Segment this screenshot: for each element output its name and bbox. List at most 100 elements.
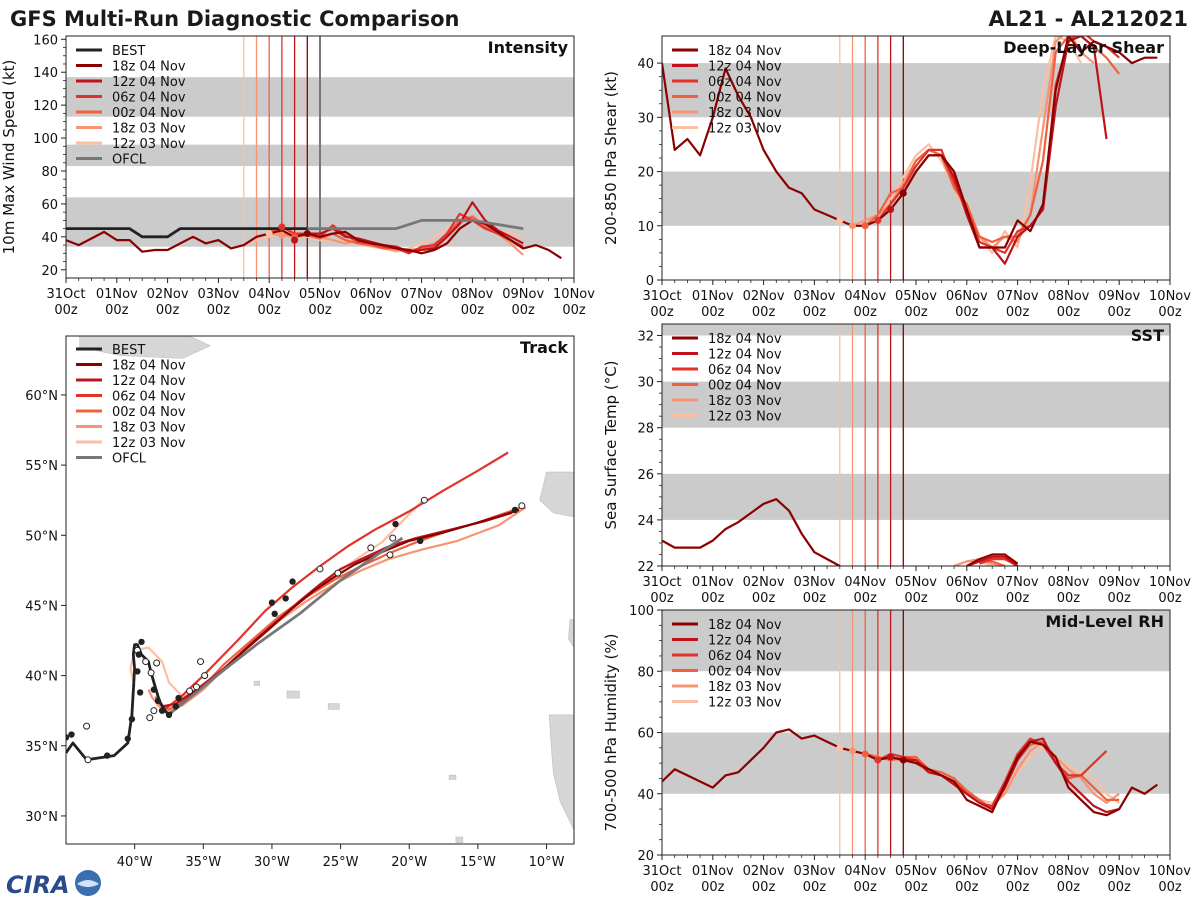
sst-legend-label: 18z 03 Nov	[708, 394, 782, 409]
intensity-legend-label: 12z 03 Nov	[112, 137, 186, 152]
track-legend-label: 12z 04 Nov	[112, 374, 186, 389]
rh-xtick-day: 06Nov	[946, 864, 988, 879]
track-open-point	[146, 714, 154, 722]
landmass	[327, 703, 340, 710]
rh-xtick-day: 10Nov	[1149, 864, 1191, 879]
intensity-ytick-label: 140	[33, 66, 58, 81]
intensity-xtick-hour: 00z	[308, 303, 332, 318]
rh-xtick-day: 04Nov	[844, 864, 886, 879]
rh-xtick-hour: 00z	[1006, 880, 1030, 895]
shear-ytick-label: 20	[637, 166, 654, 181]
track-open-point	[201, 672, 209, 680]
intensity-series-06z-04-nov	[281, 212, 524, 255]
track-filled-point	[289, 578, 296, 585]
sst-ylabel: Sea Surface Temp (°C)	[602, 360, 620, 529]
shear-ylabel: 200-850 hPa Shear (kt)	[602, 71, 620, 245]
shear-xtick-day: 09Nov	[1098, 289, 1140, 304]
shear-legend-label: 18z 03 Nov	[708, 106, 782, 121]
sst-ytick-label: 26	[637, 468, 654, 483]
rh-init-marker	[836, 744, 844, 752]
shear-xtick-day: 05Nov	[895, 289, 937, 304]
track-filled-point	[417, 537, 424, 545]
rh-xtick-hour: 00z	[650, 880, 674, 895]
rh-xtick-day: 01Nov	[692, 864, 734, 879]
rh-legend-label: 18z 03 Nov	[708, 680, 782, 695]
track-series-12z-03-nov	[129, 499, 424, 698]
rh-xtick-day: 31Oct	[642, 864, 681, 879]
sst-legend-label: 12z 04 Nov	[708, 348, 782, 363]
landmass	[539, 471, 574, 518]
intensity-xtick-day: 31Oct	[46, 287, 85, 302]
intensity-init-marker	[265, 230, 273, 238]
intensity-init-marker	[278, 223, 286, 231]
track-filled-point	[128, 715, 136, 723]
track-legend-label: 06z 04 Nov	[112, 390, 186, 405]
track-open-point	[147, 669, 155, 677]
shear-xtick-hour: 00z	[650, 305, 674, 320]
track-series-18z-03-nov	[147, 506, 527, 712]
cira-logo-text: CIRA	[6, 871, 70, 899]
shear-legend-label: 12z 04 Nov	[708, 60, 782, 75]
rh-legend-label: 12z 03 Nov	[708, 696, 782, 711]
intensity-xtick-hour: 00z	[54, 303, 78, 318]
track-xtick-label: 40°W	[117, 855, 153, 870]
landmass	[568, 619, 574, 649]
track-open-point	[316, 565, 324, 573]
intensity-xtick-hour: 00z	[207, 303, 231, 318]
sst-xtick-hour: 00z	[904, 591, 928, 606]
intensity-xtick-hour: 00z	[359, 303, 383, 318]
intensity-xtick-hour: 00z	[156, 303, 180, 318]
intensity-ytick-label: 120	[33, 99, 58, 114]
landmass	[286, 690, 300, 699]
intensity-xtick-day: 04Nov	[248, 287, 290, 302]
track-legend-label: BEST	[112, 343, 145, 358]
rh-init-marker	[861, 750, 869, 758]
shear-panel-title: Deep-Layer Shear	[1003, 38, 1164, 57]
sst-ytick-label: 22	[637, 560, 654, 575]
sst-series-18z-04-nov	[662, 498, 841, 566]
rh-ytick-label: 80	[637, 665, 654, 680]
sst-xtick-hour: 00z	[1006, 591, 1030, 606]
shear-ytick-label: 40	[637, 57, 654, 72]
sst-series-12z-04-nov	[966, 555, 1019, 566]
track-open-point	[197, 658, 205, 666]
shear-xtick-day: 10Nov	[1149, 289, 1191, 304]
intensity-legend-label: BEST	[112, 44, 145, 59]
sst-xtick-hour: 00z	[803, 591, 827, 606]
sst-xtick-day: 09Nov	[1098, 575, 1140, 590]
track-open-point	[518, 502, 526, 510]
sst-xtick-hour: 00z	[955, 591, 979, 606]
shear-xtick-hour: 00z	[1006, 305, 1030, 320]
intensity-init-marker	[303, 230, 311, 238]
shear-xtick-hour: 00z	[752, 305, 776, 320]
rh-ytick-label: 40	[637, 788, 654, 803]
track-open-point	[153, 659, 161, 667]
sst-xtick-day: 01Nov	[692, 575, 734, 590]
shear-xtick-day: 02Nov	[743, 289, 785, 304]
intensity-init-marker	[278, 231, 286, 239]
track-ytick-label: 60°N	[25, 389, 58, 404]
rh-xtick-day: 02Nov	[743, 864, 785, 879]
track-xtick-label: 20°W	[391, 855, 427, 870]
track-legend-label: 12z 03 Nov	[112, 436, 186, 451]
intensity-legend-label: 00z 04 Nov	[112, 106, 186, 121]
intensity-legend-label: 12z 04 Nov	[112, 75, 186, 90]
shear-xtick-day: 07Nov	[997, 289, 1039, 304]
intensity-legend-label: OFCL	[112, 153, 147, 168]
track-panel-title: Track	[520, 338, 568, 357]
shear-xtick-hour: 00z	[1057, 305, 1081, 320]
intensity-ytick-label: 160	[33, 33, 58, 48]
sst-legend-label: 18z 04 Nov	[708, 332, 782, 347]
rh-panel-title: Mid-Level RH	[1045, 612, 1164, 631]
sst-xtick-day: 02Nov	[743, 575, 785, 590]
track-xtick-label: 10°W	[529, 855, 565, 870]
intensity-xtick-hour: 00z	[105, 303, 129, 318]
rh-legend-label: 00z 04 Nov	[708, 665, 782, 680]
track-filled-point	[175, 694, 182, 702]
rh-xtick-hour: 00z	[803, 880, 827, 895]
track-xtick-label: 15°W	[460, 855, 496, 870]
intensity-ytick-label: 20	[41, 264, 58, 279]
